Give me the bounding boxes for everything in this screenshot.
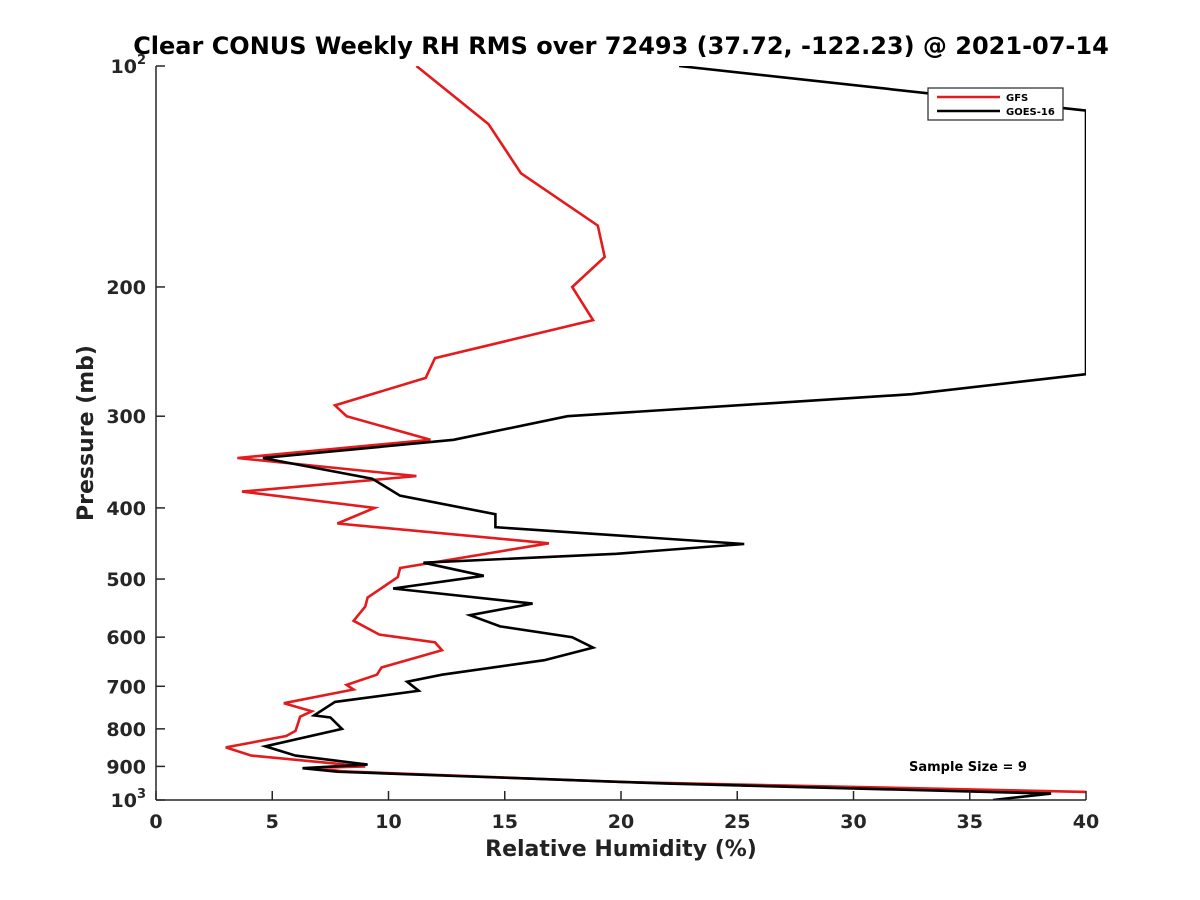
x-tick-label: 15 [492, 811, 518, 833]
y-tick-label: 600 [106, 627, 146, 649]
legend-label-gfs: GFS [1006, 93, 1028, 104]
x-tick-label: 30 [840, 811, 866, 833]
x-tick-label: 20 [608, 811, 634, 833]
y-tick-label: 900 [106, 756, 146, 778]
legend-box [927, 87, 1064, 121]
x-axis-label: Relative Humidity (%) [485, 837, 757, 862]
y-axis-label: Pressure (mb) [74, 345, 99, 521]
x-tick-label: 35 [957, 811, 983, 833]
y-tick-label: 400 [106, 498, 146, 520]
series-layer [225, 66, 1086, 800]
legend: GFS GOES-16 [927, 87, 1064, 121]
legend-label-goes16: GOES-16 [1006, 107, 1055, 118]
y-tick-label: 200 [106, 277, 146, 299]
x-tick-label: 0 [149, 811, 162, 833]
plot-area: 0 5 10 15 20 25 30 35 40 10220030040050060070080… [106, 53, 1099, 833]
sample-size-annotation: Sample Size = 9 [909, 760, 1027, 775]
x-tick-label: 40 [1073, 811, 1099, 833]
series-line-goes16 [260, 66, 1086, 800]
chart-title: Clear CONUS Weekly RH RMS over 72493 (37… [133, 32, 1109, 60]
y-tick-label: 800 [106, 719, 146, 741]
y-tick-label: 300 [106, 406, 146, 428]
y-tick-label: 700 [106, 676, 146, 698]
x-ticks: 0 5 10 15 20 25 30 35 40 [149, 791, 1099, 833]
x-tick-label: 25 [724, 811, 750, 833]
series-line-gfs [225, 66, 1086, 794]
x-tick-label: 5 [266, 811, 279, 833]
x-tick-label: 10 [375, 811, 401, 833]
y-tick-label: 500 [106, 569, 146, 591]
